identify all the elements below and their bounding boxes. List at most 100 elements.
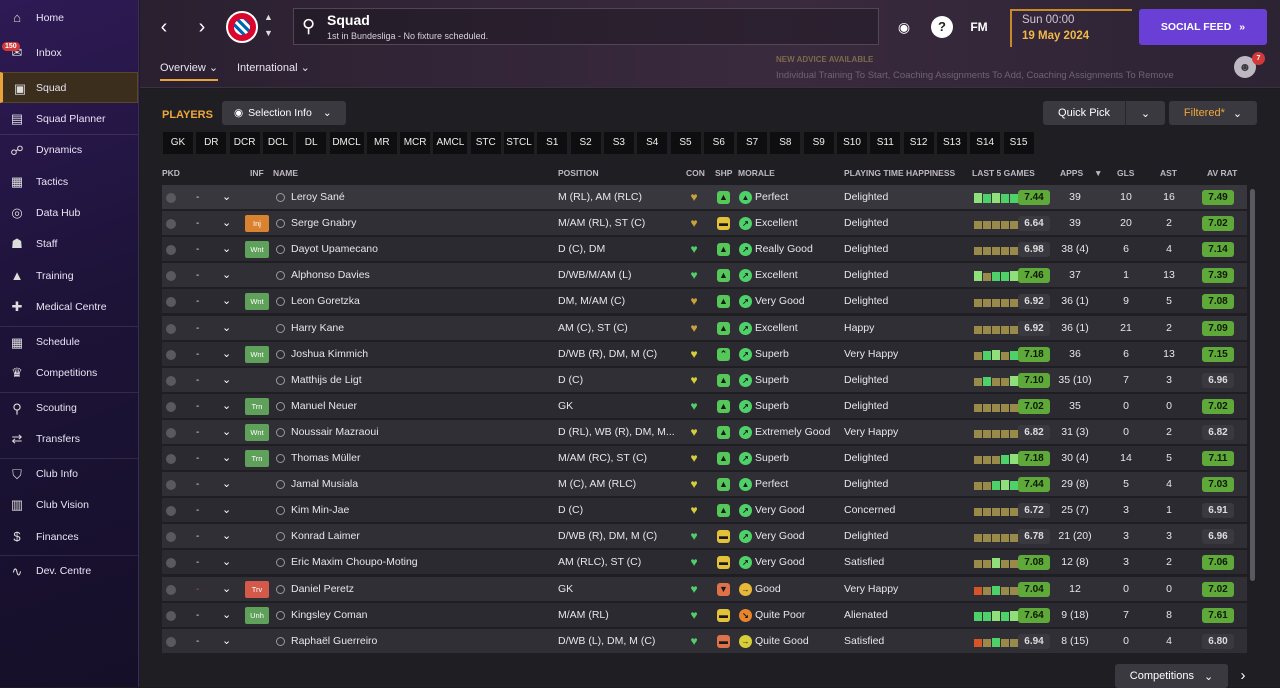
table-row[interactable]: - ⌄ Wnt Noussair Mazraoui D (RL), WB (R), DM… xyxy=(162,419,1247,445)
globe-icon[interactable]: ◉ xyxy=(897,19,911,35)
sidebar-item-training[interactable]: ▲ Training xyxy=(0,260,138,291)
chevron-down-icon[interactable]: ⌄ xyxy=(222,321,232,334)
search-box[interactable]: ⚲ Squad 1st in Bundesliga - No fixture s… xyxy=(293,8,879,45)
table-row[interactable]: - ⌄ Eric Maxim Choupo-Moting AM (RLC), ST (… xyxy=(162,550,1247,576)
position-filter-s5[interactable]: S5 xyxy=(670,132,701,154)
help-icon[interactable]: ? xyxy=(931,16,953,38)
player-name[interactable]: Daniel Peretz xyxy=(291,582,355,595)
position-filter-s2[interactable]: S2 xyxy=(570,132,601,154)
table-row[interactable]: - ⌄ Inj Serge Gnabry M/AM (RL), ST (C) ♥ ▬ ↗ Exc… xyxy=(162,211,1247,237)
column-header-position[interactable]: POSITION xyxy=(558,168,599,178)
picked-status-icon[interactable] xyxy=(166,323,176,334)
selection-dash[interactable]: - xyxy=(196,531,200,543)
table-row[interactable]: - ⌄ Leroy Sané M (RL), AM (RLC) ♥ ▲ ▲ Perfect De… xyxy=(162,185,1247,210)
table-row[interactable]: - ⌄ Kim Min-Jae D (C) ♥ ▲ ↗ Very Good Concerned 6… xyxy=(162,498,1247,524)
chevron-down-icon[interactable]: ⌄ xyxy=(222,634,232,647)
player-name[interactable]: Dayot Upamecano xyxy=(291,243,378,256)
position-filter-stcl[interactable]: STCL xyxy=(504,132,534,154)
column-header-pkd[interactable]: PKD xyxy=(162,168,180,178)
chevron-down-icon[interactable]: ⌄ xyxy=(222,217,232,230)
position-filter-s9[interactable]: S9 xyxy=(803,132,834,154)
table-row[interactable]: - ⌄ Matthijs de Ligt D (C) ♥ ▲ ↗ Superb Delighte… xyxy=(162,367,1247,393)
picked-status-icon[interactable] xyxy=(166,297,176,308)
sidebar-item-dynamics[interactable]: ☍ Dynamics xyxy=(0,134,138,165)
column-header-shp[interactable]: SHP xyxy=(715,168,733,178)
picked-status-icon[interactable] xyxy=(166,271,176,282)
position-filter-s3[interactable]: S3 xyxy=(603,132,634,154)
chevron-down-icon[interactable]: ⌄ xyxy=(222,399,232,412)
picked-status-icon[interactable] xyxy=(166,193,176,203)
sidebar-item-club-vision[interactable]: ▥ Club Vision xyxy=(0,489,138,520)
position-filter-dl[interactable]: DL xyxy=(296,132,327,154)
chevron-down-icon[interactable]: ⌄ xyxy=(222,243,232,256)
position-filter-dmcl[interactable]: DMCL xyxy=(329,132,364,154)
selection-dash[interactable]: - xyxy=(196,583,200,595)
selection-dash[interactable]: - xyxy=(196,348,200,360)
sidebar-item-inbox[interactable]: ✉ 150 Inbox xyxy=(0,37,138,68)
position-filter-s13[interactable]: S13 xyxy=(936,132,967,154)
social-feed-button[interactable]: SOCIAL FEED » xyxy=(1139,9,1267,45)
sidebar-item-home[interactable]: ⌂ Home xyxy=(0,2,138,33)
player-name[interactable]: Joshua Kimmich xyxy=(291,347,369,360)
chevron-down-icon[interactable]: ⌄ xyxy=(222,373,232,386)
picked-status-icon[interactable] xyxy=(166,349,176,360)
position-filter-mr[interactable]: MR xyxy=(366,132,397,154)
position-filter-s15[interactable]: S15 xyxy=(1003,132,1034,154)
selection-dash[interactable]: - xyxy=(196,557,200,569)
quick-pick-label[interactable]: Quick Pick xyxy=(1043,101,1126,125)
player-name[interactable]: Leroy Sané xyxy=(291,191,345,203)
column-header-gls[interactable]: GLS xyxy=(1117,168,1135,178)
sidebar-item-staff[interactable]: ☗ Staff xyxy=(0,228,138,259)
position-filter-s12[interactable]: S12 xyxy=(903,132,934,154)
player-name[interactable]: Serge Gnabry xyxy=(291,217,357,230)
player-name[interactable]: Alphonso Davies xyxy=(291,269,370,282)
selection-dash[interactable]: - xyxy=(196,400,200,412)
picked-status-icon[interactable] xyxy=(166,506,176,517)
chevron-down-icon[interactable]: ⌄ xyxy=(222,191,232,203)
picked-status-icon[interactable] xyxy=(166,219,176,230)
position-filter-stc[interactable]: STC xyxy=(470,132,501,154)
position-filter-mcr[interactable]: MCR xyxy=(400,132,431,154)
position-filter-s14[interactable]: S14 xyxy=(970,132,1001,154)
chevron-down-icon[interactable]: ⌄ xyxy=(222,452,232,464)
table-scrollbar[interactable] xyxy=(1250,189,1255,581)
chevron-down-icon[interactable]: ⌄ xyxy=(222,478,232,491)
selection-dash[interactable]: - xyxy=(196,479,200,491)
position-filter-s7[interactable]: S7 xyxy=(737,132,768,154)
position-filter-s10[interactable]: S10 xyxy=(837,132,867,154)
chevron-up-icon[interactable]: ▲ xyxy=(264,12,273,22)
chevron-down-icon[interactable]: ⌄ xyxy=(222,347,232,360)
player-name[interactable]: Manuel Neuer xyxy=(291,399,357,412)
position-filter-amcl[interactable]: AMCL xyxy=(433,132,468,154)
column-header-morale[interactable]: MORALE xyxy=(738,168,775,178)
table-row[interactable]: - ⌄ Trn Manuel Neuer GK ♥ ▲ ↗ Superb Delighted 7.0… xyxy=(162,393,1247,419)
selection-dash[interactable]: - xyxy=(196,192,200,203)
column-header-name[interactable]: NAME xyxy=(273,168,299,178)
competitions-button[interactable]: Competitions ⌄ xyxy=(1115,664,1228,688)
column-header-ast[interactable]: AST xyxy=(1160,168,1177,178)
chevron-down-icon[interactable]: ⌄ xyxy=(222,504,232,517)
chevron-down-icon[interactable]: ⌄ xyxy=(222,530,232,543)
tab-international[interactable]: International ⌄ xyxy=(237,61,310,74)
sidebar-item-scouting[interactable]: ⚲ Scouting xyxy=(0,392,138,423)
chevron-down-icon[interactable]: ⌄ xyxy=(222,582,232,595)
column-header-con[interactable]: CON xyxy=(686,168,705,178)
table-row[interactable]: - ⌄ Konrad Laimer D/WB (R), DM, M (C) ♥ ▬ ↗ Ver… xyxy=(162,524,1247,550)
column-header-av-rat[interactable]: AV RAT xyxy=(1207,168,1238,178)
column-header-apps[interactable]: APPS xyxy=(1060,168,1084,178)
selection-dash[interactable]: - xyxy=(196,296,200,308)
picked-status-icon[interactable] xyxy=(166,245,176,256)
selection-dash[interactable]: - xyxy=(196,244,200,256)
picked-status-icon[interactable] xyxy=(166,636,176,647)
picked-status-icon[interactable] xyxy=(166,480,176,491)
chevron-down-icon[interactable]: ⌄ xyxy=(222,269,232,282)
selection-dash[interactable]: - xyxy=(196,505,200,517)
column-header-playing-time-happiness[interactable]: PLAYING TIME HAPPINESS xyxy=(844,168,956,178)
filter-button[interactable]: Filtered* ⌄ xyxy=(1169,101,1257,125)
club-logo[interactable] xyxy=(226,11,258,43)
selection-dash[interactable]: - xyxy=(196,218,200,230)
back-arrow-button[interactable]: ‹ xyxy=(160,16,168,38)
player-name[interactable]: Kim Min-Jae xyxy=(291,504,350,517)
table-row[interactable]: - ⌄ Raphaël Guerreiro D/WB (L), DM, M (C) ♥ ▬… xyxy=(162,628,1247,653)
table-row[interactable]: - ⌄ Jamal Musiala M (C), AM (RLC) ♥ ▲ ▲ Perfect… xyxy=(162,472,1247,498)
